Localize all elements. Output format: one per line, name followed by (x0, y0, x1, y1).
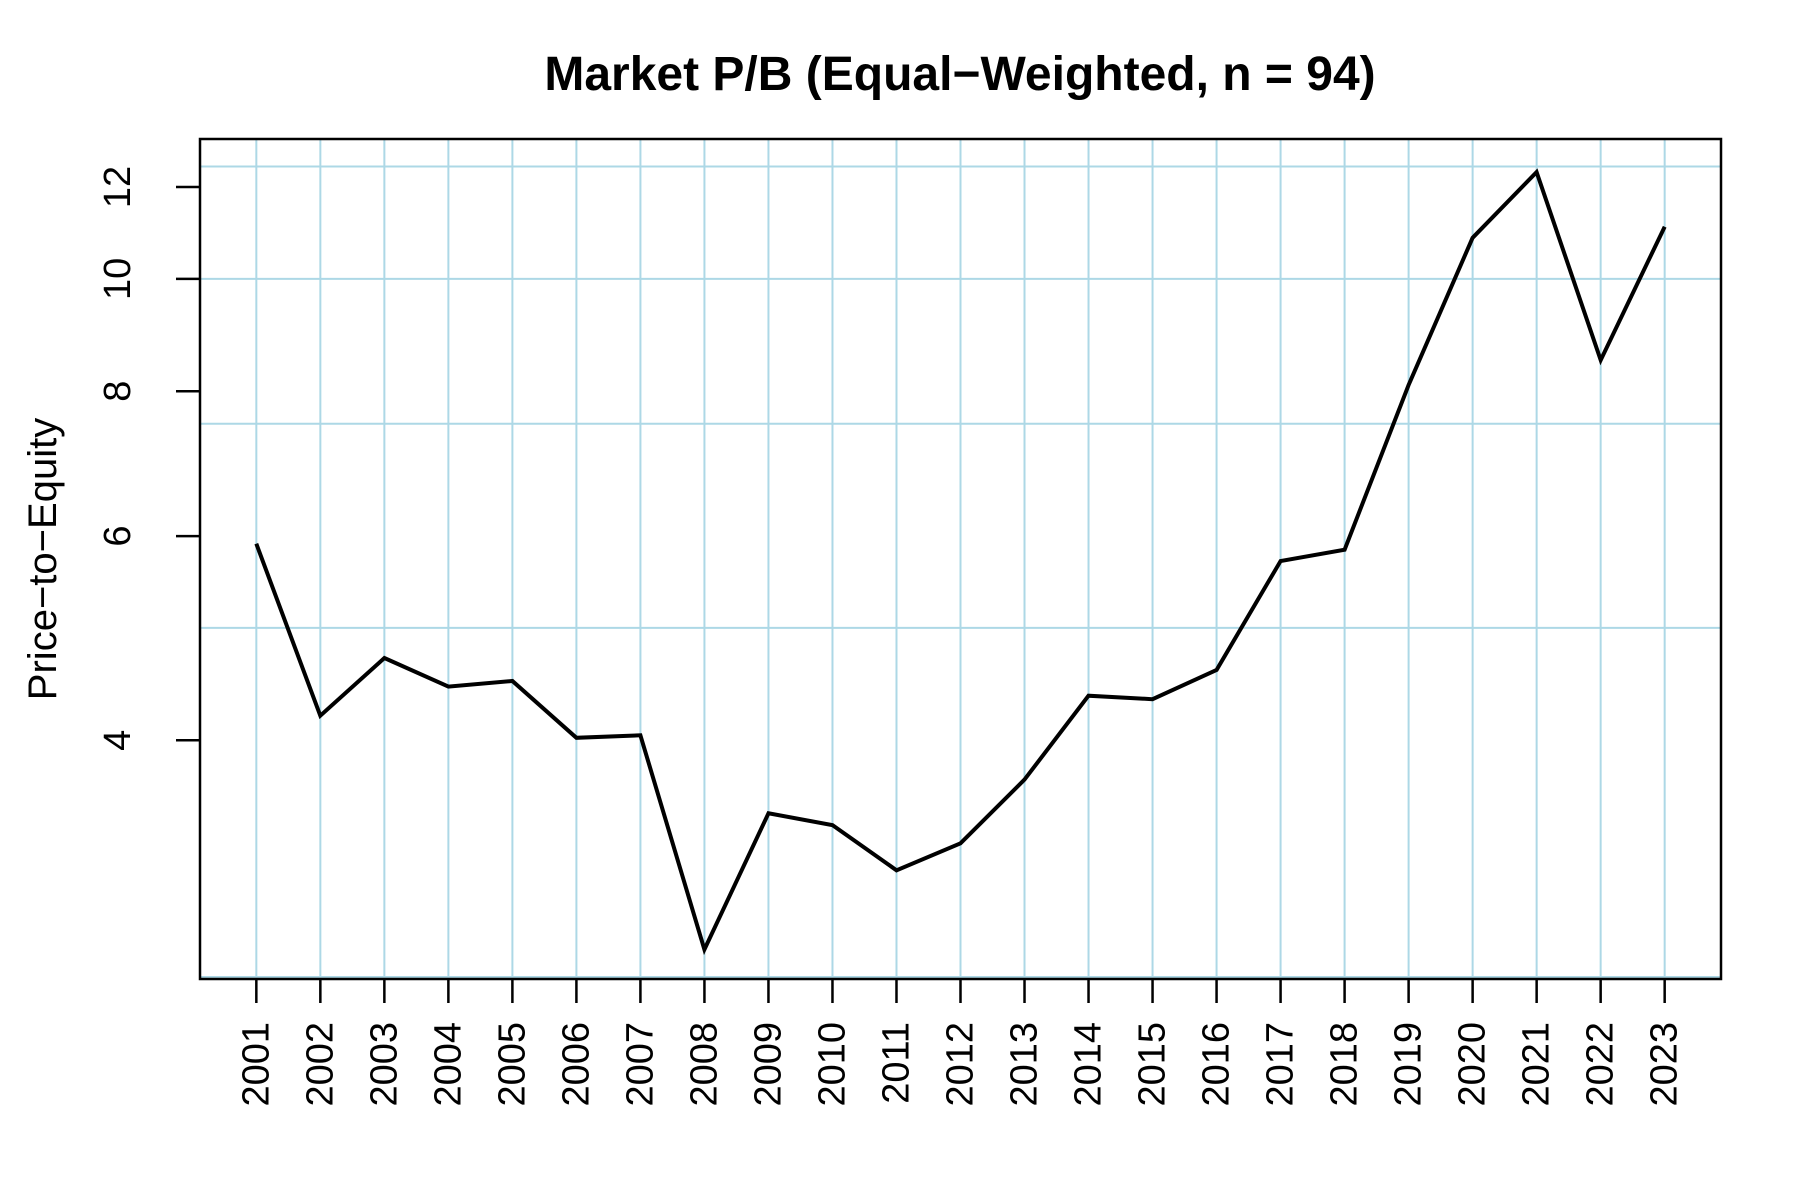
series-layer (254, 168, 1667, 956)
tick-layer (176, 185, 1666, 1003)
x-tick-label: 2004 (427, 1022, 469, 1107)
y-tick-label: 6 (97, 526, 139, 547)
x-tick-label: 2002 (299, 1022, 341, 1107)
x-tick-label: 2018 (1324, 1022, 1366, 1107)
x-tick-label: 2019 (1388, 1022, 1430, 1107)
x-tick-label: 2022 (1580, 1022, 1622, 1107)
x-tick-label: 2014 (1068, 1022, 1110, 1107)
chart-title: Market P/B (Equal−Weighted, n = 94) (544, 48, 1375, 101)
y-axis-label: Price−to−Equity (21, 418, 65, 700)
x-tick-label: 2013 (1004, 1022, 1046, 1107)
x-tick-label: 2015 (1132, 1022, 1174, 1107)
x-tick-label: 2005 (491, 1022, 533, 1107)
x-tick-label: 2016 (1196, 1022, 1238, 1107)
series-line (254, 168, 1667, 956)
x-tick-label: 2017 (1260, 1022, 1302, 1107)
x-tick-label: 2001 (235, 1022, 277, 1107)
x-tick-label: 2008 (683, 1022, 725, 1107)
x-tick-label: 2023 (1644, 1022, 1686, 1107)
x-tick-label: 2007 (619, 1022, 661, 1107)
x-tick-label: 2020 (1452, 1022, 1494, 1107)
x-tick-label: 2011 (875, 1022, 917, 1104)
x-tick-label: 2010 (811, 1022, 853, 1107)
x-tick-label: 2012 (940, 1022, 982, 1107)
y-tick-label: 10 (97, 258, 139, 300)
x-tick-label: 2009 (747, 1022, 789, 1107)
tick-label-layer: 2001 2002 2003 2004 2005 2006 2007 2008 2009 2010… (97, 166, 1686, 1107)
y-tick-label: 8 (97, 381, 139, 402)
x-tick-label: 2021 (1516, 1022, 1558, 1107)
grid-layer (200, 139, 1721, 979)
y-tick-label: 12 (97, 166, 139, 208)
y-tick-label: 4 (97, 730, 139, 751)
x-tick-label: 2006 (555, 1022, 597, 1107)
x-tick-label: 2003 (363, 1022, 405, 1107)
